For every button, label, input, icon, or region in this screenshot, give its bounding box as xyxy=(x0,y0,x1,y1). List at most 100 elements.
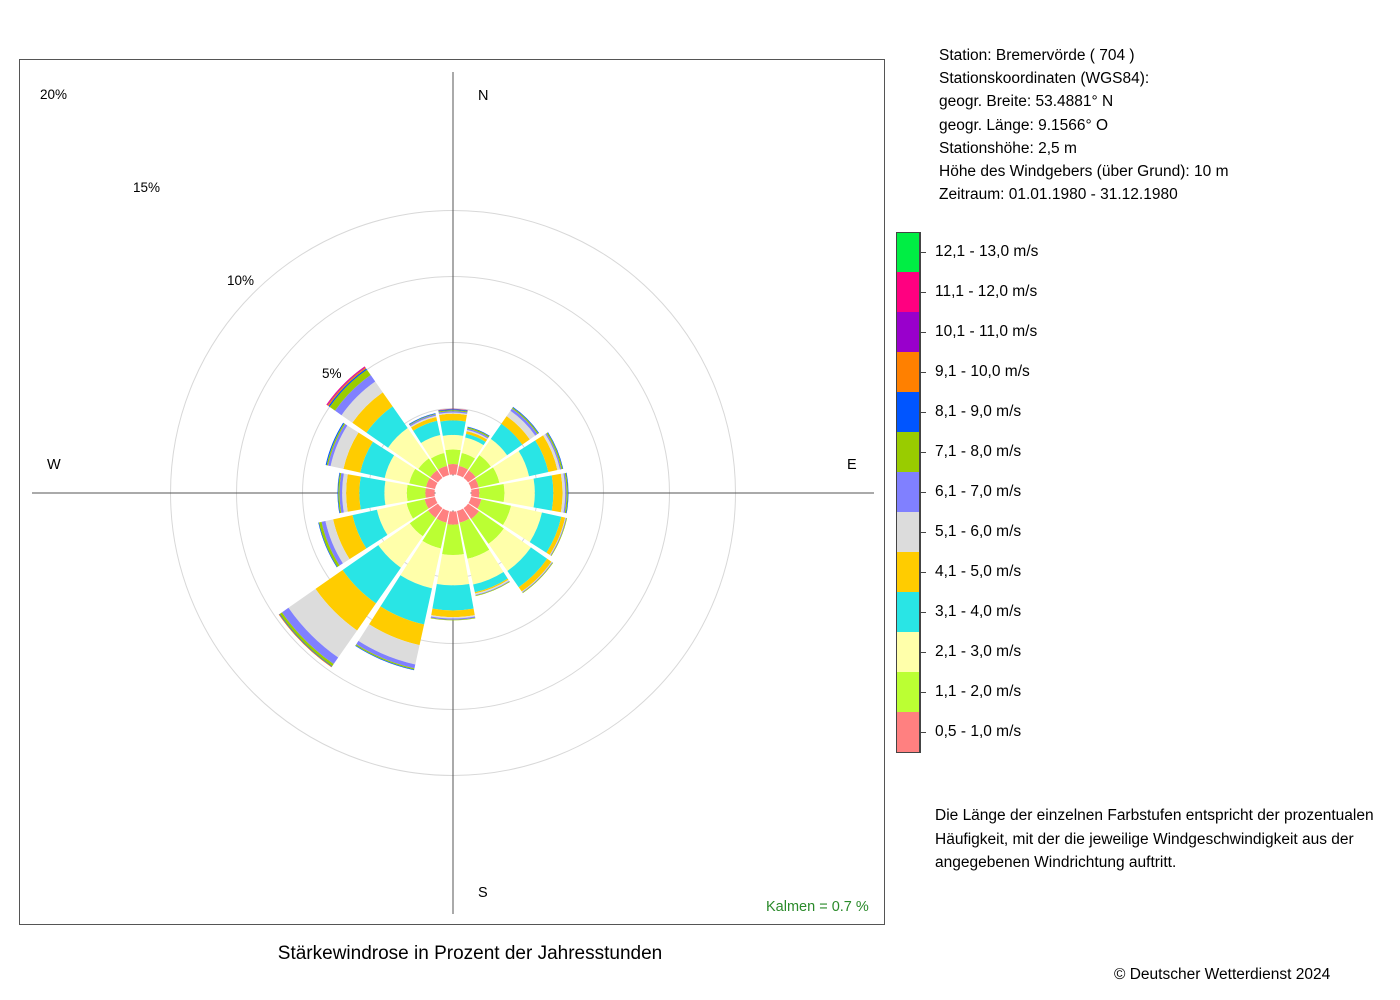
sector-w-class-8 xyxy=(338,472,342,514)
legend-item: 8,1 - 9,0 m/s xyxy=(896,392,1196,432)
legend-swatch xyxy=(896,552,920,592)
chart-labels: N E S W 5% 10% 15% 20% xyxy=(40,87,857,901)
legend-label: 8,1 - 9,0 m/s xyxy=(935,403,1022,420)
legend-item: 10,1 - 11,0 m/s xyxy=(896,312,1196,352)
legend-item: 11,1 - 12,0 m/s xyxy=(896,272,1196,312)
sector-no-class-4 xyxy=(490,423,523,456)
sector-ono-class-4 xyxy=(518,440,549,477)
calm-percentage: Kalmen = 0.7 % xyxy=(766,899,869,915)
legend-label: 11,1 - 12,0 m/s xyxy=(935,283,1038,300)
sector-nno-class-8 xyxy=(467,427,490,438)
sector-w-class-3 xyxy=(384,480,408,506)
time-period: Zeitraum: 01.01.1980 - 31.12.1980 xyxy=(939,186,1178,204)
sector-nw-class-2 xyxy=(418,458,438,478)
sector-nw-class-10 xyxy=(327,367,367,407)
legend-label: 12,1 - 13,0 m/s xyxy=(935,243,1039,260)
compass-label-s: S xyxy=(478,885,488,901)
sector-nnw-class-8 xyxy=(409,413,436,426)
sector-sw-class-3 xyxy=(378,523,423,568)
sector-sw-class-5 xyxy=(315,570,376,631)
sector-sw-class-7 xyxy=(281,607,339,665)
sector-wsw-class-5 xyxy=(333,515,367,560)
station-longitude: geogr. Länge: 9.1566° O xyxy=(939,116,1109,134)
sector-no-class-8 xyxy=(511,407,539,435)
sector-o-class-3 xyxy=(503,478,535,508)
sector-o-class-5 xyxy=(551,473,563,513)
sector-oso-class-5 xyxy=(546,516,566,555)
sector-ssw-class-2 xyxy=(422,518,447,549)
radial-tick-5: 5% xyxy=(322,366,342,381)
sector-ono-class-5 xyxy=(535,435,558,473)
sector-ssw-class-8 xyxy=(355,644,415,670)
legend-item: 1,1 - 2,0 m/s xyxy=(896,672,1196,712)
legend-tick xyxy=(920,572,926,573)
sector-nno-class-5 xyxy=(466,431,488,442)
legend-swatch xyxy=(896,592,920,632)
sector-so-class-1 xyxy=(463,503,479,519)
sector-sso-class-1 xyxy=(456,508,470,523)
sector-wsw-class-7 xyxy=(321,521,343,566)
sector-wsw-class-2 xyxy=(406,499,429,519)
station-altitude: Stationshöhe: 2,5 m xyxy=(939,139,1077,157)
sector-ssw-class-6 xyxy=(358,624,420,665)
legend-item: 12,1 - 13,0 m/s xyxy=(896,232,1196,272)
sector-wnw-class-3 xyxy=(384,455,416,484)
sector-n-class-9 xyxy=(438,409,468,412)
sector-wnw-class-1 xyxy=(425,478,438,490)
sector-ssw-class-3 xyxy=(400,540,441,589)
sector-o-class-1 xyxy=(471,488,480,498)
sector-sso-class-4 xyxy=(473,571,508,593)
sector-nno-class-4 xyxy=(465,433,486,446)
sector-sw-class-2 xyxy=(409,510,436,537)
legend-swatch xyxy=(896,352,920,392)
sector-nno-class-2 xyxy=(458,453,476,470)
sector-no-class-7 xyxy=(510,408,538,436)
sector-nw-class-1 xyxy=(430,470,443,483)
sector-w-class-6 xyxy=(342,473,348,513)
sector-wsw-class-6 xyxy=(325,519,350,564)
sector-n-class-7 xyxy=(438,411,468,414)
sector-sw-class-6 xyxy=(288,588,358,658)
copyright: © Deutscher Wetterdienst 2024 xyxy=(1114,966,1331,983)
compass-label-n: N xyxy=(478,88,488,104)
sector-nno-class-3 xyxy=(461,437,484,459)
sector-nnw-class-4 xyxy=(413,420,441,443)
legend-label: 10,1 - 11,0 m/s xyxy=(935,323,1038,340)
sector-w-class-1 xyxy=(425,488,435,498)
sector-s-class-2 xyxy=(442,524,464,556)
legend-tick xyxy=(920,412,926,413)
legend-tick xyxy=(920,652,926,653)
sector-w-class-5 xyxy=(346,474,361,512)
sector-nw-class-8 xyxy=(329,369,371,411)
legend-label: 3,1 - 4,0 m/s xyxy=(935,603,1022,620)
sector-wsw-class-8 xyxy=(318,521,340,567)
wind-rose-plot: N E S W 5% 10% 15% 20% xyxy=(19,59,885,925)
sector-wnw-class-5 xyxy=(343,432,373,473)
legend-label: 5,1 - 6,0 m/s xyxy=(935,523,1022,540)
sector-s-class-3 xyxy=(436,554,470,586)
sector-n-class-11 xyxy=(438,408,468,411)
legend-tick xyxy=(920,732,926,733)
sector-nnw-class-7 xyxy=(409,414,436,427)
compass-label-e: E xyxy=(847,457,857,473)
legend-item: 3,1 - 4,0 m/s xyxy=(896,592,1196,632)
sector-n-class-12 xyxy=(438,408,468,411)
legend-tick xyxy=(920,532,926,533)
sector-wnw-class-6 xyxy=(330,425,359,469)
sector-o-class-9 xyxy=(566,472,569,514)
compass-label-w: W xyxy=(47,457,61,473)
anemometer-height: Höhe des Windgebers (über Grund): 10 m xyxy=(939,163,1229,181)
sector-o-class-7 xyxy=(563,473,567,513)
sector-o-class-2 xyxy=(478,483,505,503)
sector-nno-class-9 xyxy=(467,426,490,437)
sector-so-class-2 xyxy=(471,511,504,544)
sector-nno-class-7 xyxy=(466,428,489,439)
legend-tick xyxy=(920,452,926,453)
legend-item: 6,1 - 7,0 m/s xyxy=(896,472,1196,512)
sector-no-class-5 xyxy=(501,416,530,445)
legend-tick xyxy=(920,292,926,293)
sector-ssw-class-5 xyxy=(369,606,425,646)
sector-ono-class-1 xyxy=(468,478,479,490)
sector-nw-class-4 xyxy=(366,406,408,448)
radial-tick-10: 10% xyxy=(227,273,254,288)
